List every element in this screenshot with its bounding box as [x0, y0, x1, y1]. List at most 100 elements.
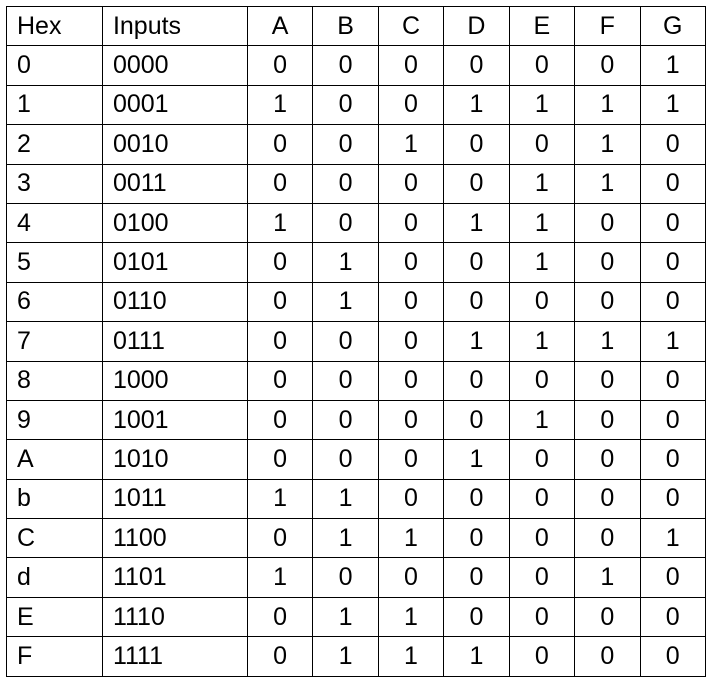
cell-segment-g: 0	[639, 596, 706, 638]
cell-segment-a: 0	[246, 518, 314, 559]
cell-segment-f: 0	[574, 518, 641, 559]
cell-segment-d: 0	[443, 45, 510, 86]
cell-segment-f: 1	[574, 557, 641, 598]
cell-segment-g: 1	[639, 518, 706, 559]
cell-segment-e: 1	[508, 84, 576, 126]
cell-inputs: 1010	[101, 439, 248, 480]
cell-segment-g: 1	[639, 45, 706, 86]
cell-segment-e: 0	[508, 596, 576, 638]
cell-segment-a: 0	[246, 360, 314, 401]
cell-segment-d: 0	[443, 478, 510, 520]
cell-segment-g: 0	[639, 557, 706, 598]
header-segment-d: D	[443, 5, 510, 47]
header-segment-a: A	[246, 5, 314, 47]
cell-segment-c: 0	[377, 242, 445, 283]
cell-inputs: 1110	[101, 596, 248, 638]
cell-segment-g: 0	[639, 202, 706, 244]
cell-segment-b: 0	[312, 321, 379, 362]
cell-segment-a: 1	[246, 478, 314, 520]
cell-segment-a: 0	[246, 636, 314, 677]
header-segment-f: F	[574, 5, 641, 47]
cell-segment-b: 1	[312, 636, 379, 677]
cell-inputs: 1111	[101, 636, 248, 677]
table-row: A 1010 0 0 0 1 0 0 0	[6, 439, 706, 480]
cell-hex: E	[6, 596, 103, 638]
cell-segment-d: 0	[443, 596, 510, 638]
cell-segment-c: 0	[377, 360, 445, 401]
cell-segment-d: 0	[443, 124, 510, 165]
table-row: 7 0111 0 0 0 1 1 1 1	[6, 321, 706, 362]
cell-segment-g: 0	[639, 281, 706, 323]
cell-segment-f: 1	[574, 84, 641, 126]
cell-segment-c: 1	[377, 636, 445, 677]
cell-hex: 2	[6, 124, 103, 165]
cell-segment-b: 0	[312, 557, 379, 598]
cell-segment-g: 0	[639, 399, 706, 441]
cell-segment-c: 0	[377, 163, 445, 204]
cell-segment-e: 1	[508, 321, 576, 362]
cell-inputs: 1000	[101, 360, 248, 401]
cell-segment-d: 0	[443, 163, 510, 204]
cell-segment-e: 0	[508, 360, 576, 401]
cell-segment-d: 0	[443, 360, 510, 401]
cell-segment-f: 1	[574, 163, 641, 204]
table-row: 5 0101 0 1 0 0 1 0 0	[6, 242, 706, 283]
cell-inputs: 0000	[101, 45, 248, 86]
cell-inputs: 0111	[101, 321, 248, 362]
cell-segment-b: 1	[312, 596, 379, 638]
cell-segment-c: 0	[377, 281, 445, 323]
cell-hex: 4	[6, 202, 103, 244]
cell-segment-b: 0	[312, 360, 379, 401]
cell-segment-b: 0	[312, 163, 379, 204]
cell-segment-e: 0	[508, 478, 576, 520]
header-hex: Hex	[6, 5, 103, 47]
cell-segment-b: 1	[312, 281, 379, 323]
cell-inputs: 0011	[101, 163, 248, 204]
cell-hex: 8	[6, 360, 103, 401]
cell-inputs: 0010	[101, 124, 248, 165]
cell-segment-a: 0	[246, 242, 314, 283]
cell-segment-c: 0	[377, 45, 445, 86]
cell-segment-a: 0	[246, 439, 314, 480]
cell-segment-c: 0	[377, 557, 445, 598]
cell-hex: C	[6, 518, 103, 559]
cell-segment-a: 0	[246, 399, 314, 441]
table-row: E 1110 0 1 1 0 0 0 0	[6, 596, 706, 638]
cell-segment-b: 1	[312, 242, 379, 283]
cell-segment-d: 0	[443, 399, 510, 441]
table-row: 2 0010 0 0 1 0 0 1 0	[6, 124, 706, 165]
cell-inputs: 0110	[101, 281, 248, 323]
cell-inputs: 0101	[101, 242, 248, 283]
table-row: F 1111 0 1 1 1 0 0 0	[6, 636, 706, 677]
cell-hex: A	[6, 439, 103, 480]
cell-segment-a: 0	[246, 45, 314, 86]
table-header: Hex Inputs A B C D E F G	[6, 5, 706, 47]
cell-segment-f: 1	[574, 124, 641, 165]
cell-segment-e: 0	[508, 439, 576, 480]
cell-segment-a: 1	[246, 557, 314, 598]
header-segment-b: B	[312, 5, 379, 47]
cell-segment-b: 1	[312, 518, 379, 559]
cell-hex: 6	[6, 281, 103, 323]
cell-inputs: 1101	[101, 557, 248, 598]
header-segment-g: G	[639, 5, 706, 47]
cell-segment-c: 1	[377, 596, 445, 638]
cell-hex: 5	[6, 242, 103, 283]
cell-segment-d: 1	[443, 321, 510, 362]
cell-inputs: 1001	[101, 399, 248, 441]
table-row: 0 0000 0 0 0 0 0 0 1	[6, 45, 706, 86]
cell-segment-g: 0	[639, 242, 706, 283]
cell-segment-f: 0	[574, 399, 641, 441]
cell-segment-b: 0	[312, 84, 379, 126]
cell-hex: 9	[6, 399, 103, 441]
header-segment-c: C	[377, 5, 445, 47]
cell-segment-g: 1	[639, 321, 706, 362]
cell-segment-e: 0	[508, 518, 576, 559]
table-row: 8 1000 0 0 0 0 0 0 0	[6, 360, 706, 401]
cell-segment-g: 0	[639, 124, 706, 165]
header-segment-e: E	[508, 5, 576, 47]
cell-segment-d: 0	[443, 557, 510, 598]
cell-segment-a: 0	[246, 163, 314, 204]
table-body: 0 0000 0 0 0 0 0 0 1 1 0001 1 0 0 1 1 1 1 2 0010 0 0 1 0 0 1 0 3 001…	[6, 45, 706, 677]
cell-segment-b: 0	[312, 202, 379, 244]
